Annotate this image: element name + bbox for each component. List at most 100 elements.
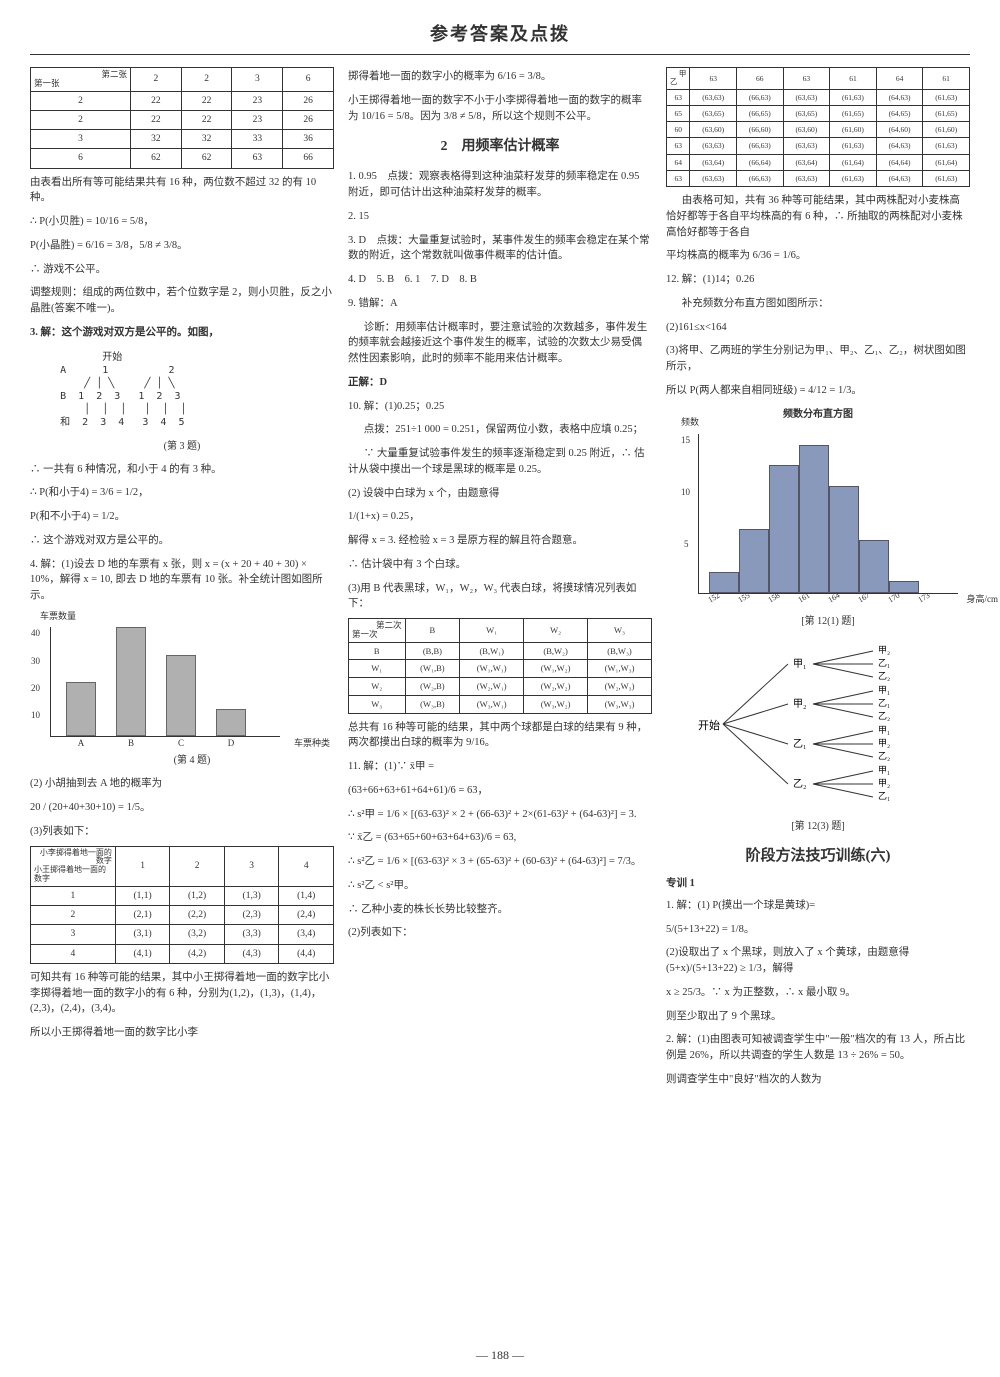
xl: B xyxy=(116,737,146,751)
cell: (63,63) xyxy=(783,170,830,186)
cell: 23 xyxy=(232,110,283,129)
c: W₁ xyxy=(460,619,524,643)
rh: W₃ xyxy=(349,695,406,713)
section-title: 2 用频率估计概率 xyxy=(348,136,652,157)
cell: (B,W₂) xyxy=(524,642,588,660)
eq: 所以 P(两人都来自相同班级) = 4/12 = 1/3。 xyxy=(666,383,970,399)
ylabel: 车票数量 xyxy=(40,610,334,624)
eq: (63+66+63+61+64+61)/6 = 63， xyxy=(348,783,652,799)
rh: 第一次 xyxy=(352,630,402,639)
cell: 36 xyxy=(283,130,334,149)
p10e: 解得 x = 3. 经检验 x = 3 是原方程的解且符合题意。 xyxy=(348,533,652,549)
c: 3 xyxy=(232,68,283,92)
c: 63 xyxy=(783,68,830,90)
rh: 2 xyxy=(31,906,116,925)
column-3: 甲 乙 63 66 63 61 64 61 63(63,63)(66,63)(6… xyxy=(666,67,970,1090)
cell: (66,60) xyxy=(736,122,783,138)
cell: (W₂,B) xyxy=(405,678,460,696)
cell: (2,1) xyxy=(115,906,170,925)
t1p2b: 则调查学生中"良好"档次的人数为 xyxy=(666,1072,970,1088)
rh: 64 xyxy=(667,154,690,170)
cell: (66,65) xyxy=(736,105,783,121)
table-2: 小李掷得着地一面的数字 小王掷得着地一面的数字 1 2 3 4 1(1,1)(1… xyxy=(30,846,334,964)
eq: P(和不小于4) = 1/2。 xyxy=(30,509,334,525)
cell: (61,60) xyxy=(830,122,877,138)
tree-diagram-2: 开始 甲₁ 甲₂ 乙₁ 乙₂ 甲₂ 乙₁ 乙₂ 甲₁ 乙₁ 乙₂ 甲₁ 甲₂ 乙… xyxy=(678,639,958,809)
svg-text:甲₂: 甲₂ xyxy=(793,699,807,710)
rh: W₁ xyxy=(349,660,406,678)
c: 4 xyxy=(279,846,334,886)
cell: (61,64) xyxy=(830,154,877,170)
rh: W₂ xyxy=(349,678,406,696)
p3: 3. D 点拨：大量重复试验时，某事件发生的频率会稳定在某个常数的附近，这个常数… xyxy=(348,233,652,265)
cell: (61,63) xyxy=(830,138,877,154)
svg-text:乙₁: 乙₁ xyxy=(878,698,890,708)
cell: (1,3) xyxy=(224,886,279,905)
cell: (W₃,W₁) xyxy=(460,695,524,713)
column-1: 第二张 第一张 2 2 3 6 222222326 222222326 3323… xyxy=(30,67,334,1090)
text: 所以小王掷得着地一面的数字比小李 xyxy=(30,1025,334,1041)
problem-4a: 4. 解：(1)设去 D 地的车票有 x 张，则 x = (x + 20 + 4… xyxy=(30,557,334,604)
rh: 2 xyxy=(31,110,131,129)
c: 61 xyxy=(923,68,970,90)
column-2: 掷得着地一面的数字小的概率为 6/16 = 3/8。 小王掷得着地一面的数字不小… xyxy=(348,67,652,1090)
histogram: 15 10 5 152 155 158 161 164 167 1 xyxy=(698,434,958,594)
cell: (W₃,W₂) xyxy=(524,695,588,713)
title-rule xyxy=(30,54,970,55)
cell: (63,65) xyxy=(783,105,830,121)
p10f: ∴ 估计袋中有 3 个白球。 xyxy=(348,557,652,573)
big-section-title: 阶段方法技巧训练(六) xyxy=(666,845,970,868)
xl: A xyxy=(66,737,96,751)
rh: 2 xyxy=(31,91,131,110)
eq: ∵ x̄乙 = (63+65+60+63+64+63)/6 = 63, xyxy=(348,830,652,846)
cell: 66 xyxy=(283,149,334,168)
hb xyxy=(739,529,769,593)
table-3: 第二次 第一次 B W₁ W₂ W₃ B(B,B)(B,W₁)(B,W₂)(B,… xyxy=(348,618,652,714)
chart-caption: (第 4 题) xyxy=(50,753,334,768)
c: W₂ xyxy=(524,619,588,643)
cell: (4,4) xyxy=(279,944,334,963)
p10g: (3)用 B 代表黑球，W₁，W₂，W₃ 代表白球，将摸球情况列表如下： xyxy=(348,581,652,613)
cell: (63,64) xyxy=(783,154,830,170)
yt: 15 xyxy=(681,434,690,448)
p1: 1. 0.95 点拨：观察表格得到这种油菜籽发芽的频率稳定在 0.95 附近，即… xyxy=(348,169,652,201)
cell: (3,3) xyxy=(224,925,279,944)
cell: (W₂,W₂) xyxy=(524,678,588,696)
cell: (4,3) xyxy=(224,944,279,963)
bar-b xyxy=(116,627,146,736)
problem-3: 3. 解：这个游戏对双方是公平的。如图， xyxy=(30,325,334,341)
cell: (2,3) xyxy=(224,906,279,925)
p9c: 正解：D xyxy=(348,375,652,391)
rh: 6 xyxy=(31,149,131,168)
page: 参考答案及点拨 第二张 第一张 2 2 3 6 222222326 222222… xyxy=(0,0,1000,1377)
cell: (W₁,W₃) xyxy=(588,660,652,678)
t: ╱ │ ╲ ╱ │ ╲ xyxy=(30,378,175,389)
eq: 20 / (20+40+30+10) = 1/5。 xyxy=(30,800,334,816)
rh: 63 xyxy=(667,89,690,105)
t: 开始 xyxy=(30,352,122,363)
cell: (66,63) xyxy=(736,138,783,154)
bar-chart-1: 40 30 20 10 A B C D 车票种类 xyxy=(50,627,280,737)
cell: (W₃,B) xyxy=(405,695,460,713)
col-header: 小李掷得着地一面的数字 xyxy=(34,849,112,867)
rh: 63 xyxy=(667,138,690,154)
text: 调整规则：组成的两位数中，若个位数字是 2，则小贝胜，反之小晶胜(答案不唯一)。 xyxy=(30,285,334,317)
bar-a xyxy=(66,682,96,737)
cell: (B,W₃) xyxy=(588,642,652,660)
t: A 1 2 xyxy=(30,365,175,376)
cell: (66,64) xyxy=(736,154,783,170)
svg-text:乙₂: 乙₂ xyxy=(878,711,890,721)
histogram-wrapper: 频数 15 10 5 152 155 158 161 164 xyxy=(686,428,970,631)
cell: (W₁,W₁) xyxy=(460,660,524,678)
text: 掷得着地一面的数字小的概率为 6/16 = 3/8。 xyxy=(348,69,652,85)
cell: (61,63) xyxy=(923,170,970,186)
hb xyxy=(709,572,739,593)
page-title: 参考答案及点拨 xyxy=(30,20,970,46)
hist-caption: [第 12(1) 题] xyxy=(686,614,970,629)
sub-title: 专训 1 xyxy=(666,876,970,892)
text: 可知共有 16 种等可能的结果，其中小王掷得着地一面的数字比小李掷得着地一面的数… xyxy=(30,970,334,1017)
diag-header: 第二张 第一张 xyxy=(31,68,131,92)
yt: 20 xyxy=(31,682,40,696)
p10c: ∵ 大量重复试验事件发生的频率逐渐稳定到 0.25 附近，∴ 估计从袋中摸出一个… xyxy=(348,446,652,478)
xl: D xyxy=(216,737,246,751)
